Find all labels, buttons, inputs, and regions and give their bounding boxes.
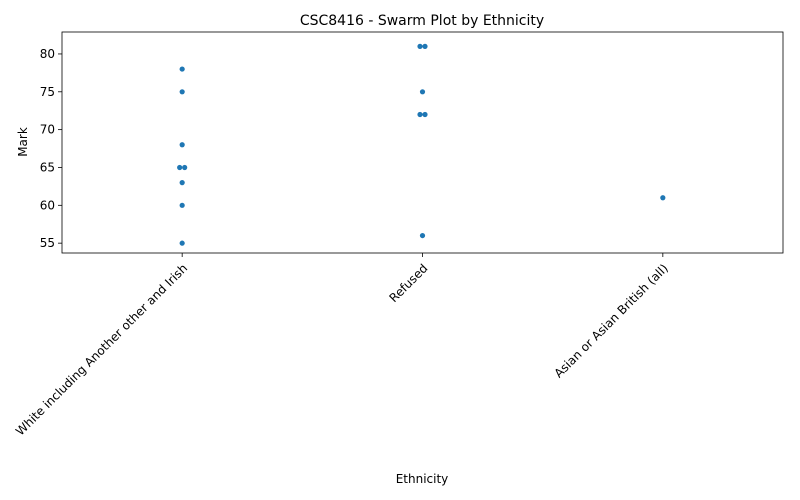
- data-point: [179, 142, 185, 148]
- data-point: [419, 232, 426, 239]
- data-point: [422, 111, 428, 118]
- y-tick-label: 75: [40, 85, 55, 99]
- data-point: [182, 164, 188, 171]
- data-point: [179, 240, 185, 246]
- y-axis-label: Mark: [16, 127, 30, 157]
- data-point: [177, 164, 183, 171]
- x-tick-label: White including Another other and Irish: [13, 261, 190, 438]
- x-axis-label: Ethnicity: [396, 472, 449, 486]
- chart-title: CSC8416 - Swarm Plot by Ethnicity: [300, 13, 544, 29]
- data-point: [417, 111, 423, 118]
- data-point: [417, 43, 423, 49]
- plot-frame: [61, 31, 784, 254]
- y-tick-label: 80: [40, 47, 55, 61]
- data-point: [179, 66, 185, 72]
- data-point: [422, 43, 428, 49]
- y-tick-label: 55: [40, 236, 55, 250]
- x-tick-label: Asian or Asian British (all): [552, 261, 671, 380]
- data-point: [179, 89, 185, 95]
- y-tick-label: 70: [40, 123, 55, 137]
- x-tick-label: Refused: [387, 261, 431, 305]
- y-tick-label: 65: [40, 160, 55, 174]
- y-tick-label: 60: [40, 198, 55, 212]
- data-point: [179, 180, 185, 186]
- data-point: [179, 202, 185, 208]
- data-point: [660, 195, 666, 201]
- data-point: [419, 89, 426, 95]
